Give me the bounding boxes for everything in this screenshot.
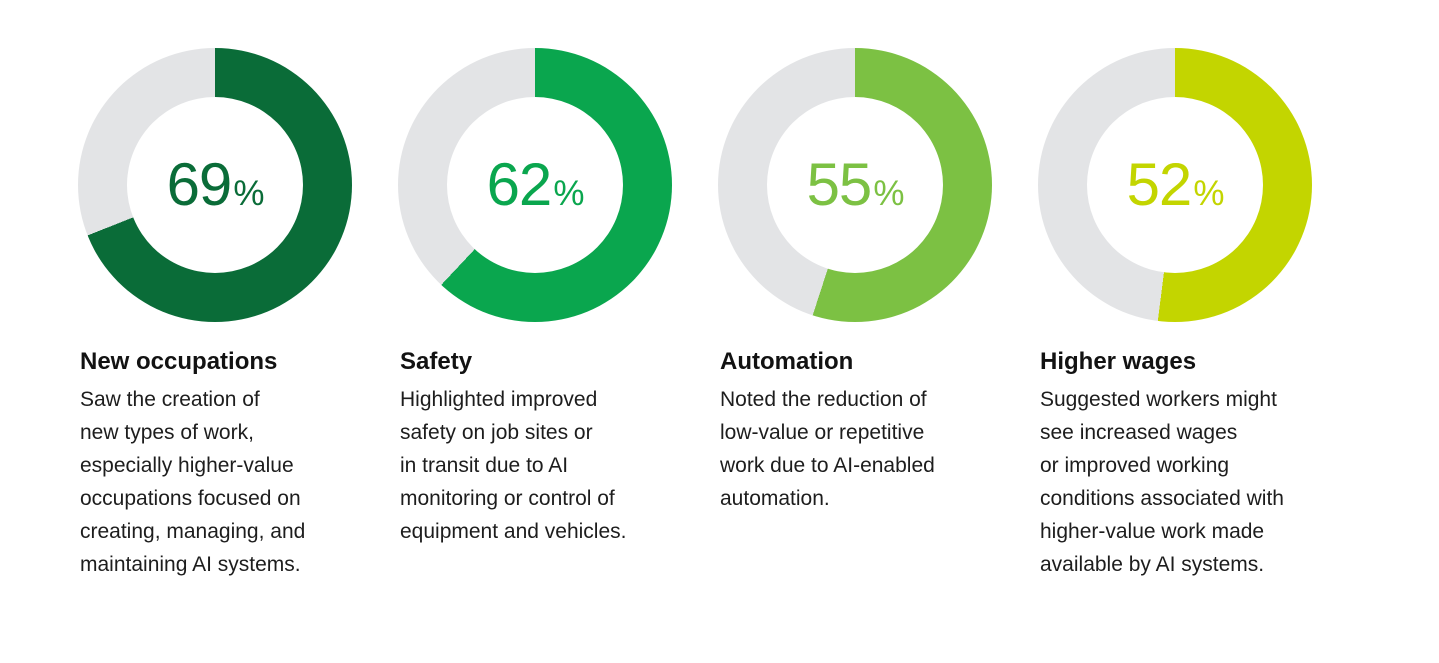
donut-hole: 55 % [767,97,943,273]
donut-value-number: 62 [486,151,553,218]
card-title: Automation [720,348,854,375]
stat-card-higher-wages: 52 % Higher wages Suggested workers migh… [1038,48,1320,581]
percent-sign: % [233,174,264,213]
percent-sign: % [553,174,584,213]
card-description: Suggested workers might see increased wa… [1040,387,1284,576]
donut-value-number: 52 [1126,151,1193,218]
card-description: Saw the creation of new types of work, e… [80,387,306,576]
card-title: Higher wages [1040,348,1197,375]
donut-value-label: 69 % [166,151,265,218]
donut-value-label: 52 % [1126,151,1225,218]
donut-hole: 69 % [127,97,303,273]
percent-sign: % [873,174,904,213]
card-title: Safety [400,348,473,375]
donut-value-label: 62 % [486,151,585,218]
card-title: New occupations [80,348,278,375]
donut-value-number: 55 [806,151,873,218]
donut-hole: 52 % [1087,97,1263,273]
donut-chart-safety: 62 % [398,48,672,322]
infographic: 69 % New occupations Saw the creation of… [78,48,1320,581]
donut-hole: 62 % [447,97,623,273]
donut-value-number: 69 [166,151,233,218]
donut-chart-automation: 55 % [718,48,992,322]
card-description: Noted the reduction of low-value or repe… [720,387,935,510]
donut-chart-new-occupations: 69 % [78,48,352,322]
stat-card-new-occupations: 69 % New occupations Saw the creation of… [78,48,360,581]
percent-sign: % [1193,174,1224,213]
donut-value-label: 55 % [806,151,905,218]
stat-card-safety: 62 % Safety Highlighted improved safety … [398,48,680,581]
donut-chart-higher-wages: 52 % [1038,48,1312,322]
stat-card-automation: 55 % Automation Noted the reduction of l… [718,48,1000,581]
card-description: Highlighted improved safety on job sites… [400,387,627,543]
